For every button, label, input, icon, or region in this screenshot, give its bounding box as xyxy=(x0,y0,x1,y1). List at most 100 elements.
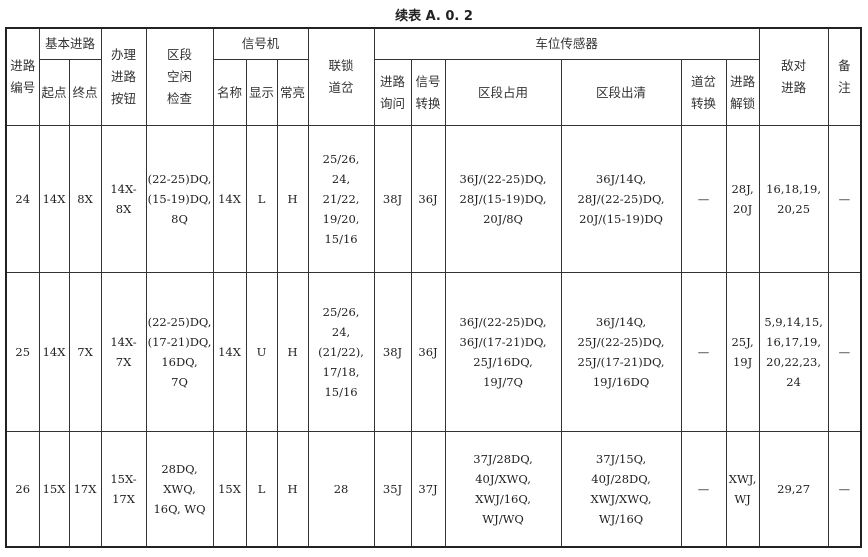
table-row: 26 15X 17X 15X- 17X 28DQ, XWQ, 16Q, WQ 15X L H 28 35… xyxy=(5,431,862,547)
cell-line: 20J xyxy=(732,202,753,216)
cell-line: 5,9,14,15, xyxy=(764,315,823,329)
header-signal: 信号机 xyxy=(212,27,309,60)
cell-switchconv: — xyxy=(680,272,727,432)
header-sensor: 车位传感器 xyxy=(373,27,760,60)
cell-line: (17-21)DQ, xyxy=(147,335,212,349)
cell-line: 8Q xyxy=(171,212,188,226)
cell-button: 14X- 7X xyxy=(100,272,147,432)
cell-line: 25/26, xyxy=(322,305,360,319)
cell-check: (22-25)DQ, (17-21)DQ, 16DQ, 7Q xyxy=(145,272,214,432)
cell-line: 15X- xyxy=(110,471,137,486)
cell-line: 17X xyxy=(112,491,135,506)
cell-line: 25J/16DQ, xyxy=(473,355,533,369)
header-route-inquiry: 进路 询问 xyxy=(373,59,412,126)
header-sig-display: 显示 xyxy=(245,59,278,126)
cell-start: 14X xyxy=(38,272,70,432)
cell-check: (22-25)DQ, (15-19)DQ, 8Q xyxy=(145,125,214,273)
cell-line: 28J/(22-25)DQ, xyxy=(577,192,665,206)
cell-sigswitch: 36J xyxy=(410,125,446,273)
cell-line: 16,18,19, xyxy=(766,182,822,196)
cell-occupy: 36J/(22-25)DQ, 36J/(17-21)DQ, 25J/16DQ, 19J… xyxy=(444,272,562,432)
cell-interlock: 25/26, 24, 21/22, 19/20, 15/16 xyxy=(307,125,375,273)
cell-line: U xyxy=(256,345,267,359)
cell-line: 38J xyxy=(382,192,403,206)
cell-line: 36J/(17-21)DQ, xyxy=(459,335,547,349)
cell-line: 20,22,23, xyxy=(766,355,822,369)
header-conflict: 敌对 进路 xyxy=(758,27,829,126)
cell-name: 15X xyxy=(212,431,247,547)
cell-line: 8X xyxy=(77,192,93,206)
table-row: 24 14X 8X 14X- 8X (22-25)DQ, (15-19)DQ, 8Q 14X L H… xyxy=(5,125,862,273)
cell-conflict: 29,27 xyxy=(758,431,829,547)
cell-line: 28J, xyxy=(731,182,754,196)
cell-line: 8X xyxy=(115,202,132,216)
cell-line: 24 xyxy=(15,192,31,206)
cell-line: 37J/28DQ, xyxy=(473,451,533,466)
cell-switchconv: — xyxy=(680,125,727,273)
cell-release: 28J, 20J xyxy=(725,125,760,273)
cell-line: XWJ/XWQ, xyxy=(590,491,652,506)
cell-line: 16Q, WQ xyxy=(153,501,206,516)
cell-display: L xyxy=(245,431,278,547)
cell-inquiry: 38J xyxy=(373,272,412,432)
header-interlock: 联锁 道岔 xyxy=(307,27,375,126)
cell-line: 36J/14Q, xyxy=(595,172,647,186)
cell-remark: — xyxy=(827,431,862,547)
cell-line: 36J/(22-25)DQ, xyxy=(459,315,547,329)
cell-line: 28J/(15-19)DQ, xyxy=(459,192,547,206)
route-table: 进路 编号 基本进路 办理 进路 按钮 区段 空闲 检查 信号机 联锁 道岔 车位传感器 敌… xyxy=(5,27,863,548)
header-basic-route: 基本进路 xyxy=(38,27,102,60)
cell-no: 24 xyxy=(5,125,40,273)
cell-line: 36J/14Q, xyxy=(595,315,647,329)
cell-line: H xyxy=(287,345,298,359)
cell-line: 19/20, xyxy=(322,212,360,226)
cell-line: H xyxy=(287,481,298,496)
cell-line: (22-25)DQ, xyxy=(147,172,212,186)
cell-inquiry: 38J xyxy=(373,125,412,273)
cell-line: WJ/WQ xyxy=(482,511,524,526)
cell-line: 28DQ, xyxy=(161,461,198,476)
cell-line: 20J/(15-19)DQ xyxy=(579,212,663,226)
cell-steady: H xyxy=(276,431,309,547)
cell-line: — xyxy=(838,192,851,206)
cell-line: 14X xyxy=(42,345,66,359)
cell-line: 40J/28DQ, xyxy=(591,471,651,486)
cell-line: 14X xyxy=(218,345,241,359)
cell-conflict: 16,18,19, 20,25 xyxy=(758,125,829,273)
header-button: 办理 进路 按钮 xyxy=(100,27,147,126)
cell-line: XWQ, xyxy=(163,481,196,496)
cell-line: 14X xyxy=(218,192,241,206)
cell-line: 19J/7Q xyxy=(483,375,523,389)
cell-no: 26 xyxy=(5,431,40,547)
cell-line: 14X- xyxy=(110,335,137,349)
cell-line: WJ/16Q xyxy=(598,511,644,526)
cell-inquiry: 35J xyxy=(373,431,412,547)
cell-interlock: 25/26, 24, (21/22), 17/18, 15/16 xyxy=(307,272,375,432)
table-title: 续表 A. 0. 2 xyxy=(395,9,473,24)
cell-interlock: 28 xyxy=(307,431,375,547)
cell-conflict: 5,9,14,15, 16,17,19, 20,22,23, 24 xyxy=(758,272,829,432)
cell-line: (22-25)DQ, xyxy=(147,315,212,329)
cell-clear: 36J/14Q, 25J/(22-25)DQ, 25J/(17-21)DQ, 19J/… xyxy=(560,272,682,432)
cell-line: (15-19)DQ, xyxy=(147,192,212,206)
cell-end: 7X xyxy=(68,272,102,432)
cell-clear: 37J/15Q, 40J/28DQ, XWJ/XWQ, WJ/16Q xyxy=(560,431,682,547)
cell-line: XWJ/16Q, xyxy=(475,491,531,506)
cell-line: 19J/16DQ xyxy=(592,375,650,389)
cell-display: L xyxy=(245,125,278,273)
cell-line: 21/22, xyxy=(322,192,360,206)
cell-line: 25 xyxy=(15,345,31,359)
cell-occupy: 36J/(22-25)DQ, 28J/(15-19)DQ, 20J/8Q xyxy=(444,125,562,273)
cell-line: 15/16 xyxy=(324,385,358,399)
cell-name: 14X xyxy=(212,272,247,432)
cell-name: 14X xyxy=(212,125,247,273)
cell-sigswitch: 37J xyxy=(410,431,446,547)
cell-check: 28DQ, XWQ, 16Q, WQ xyxy=(145,431,214,547)
cell-line: L xyxy=(257,481,266,496)
cell-remark: — xyxy=(827,125,862,273)
header-sig-steady: 常亮 xyxy=(276,59,309,126)
cell-line: (21/22), xyxy=(318,345,364,359)
cell-line: 26 xyxy=(15,481,31,496)
cell-line: 24, xyxy=(331,325,351,339)
cell-line: 40J/XWQ, xyxy=(475,471,531,486)
